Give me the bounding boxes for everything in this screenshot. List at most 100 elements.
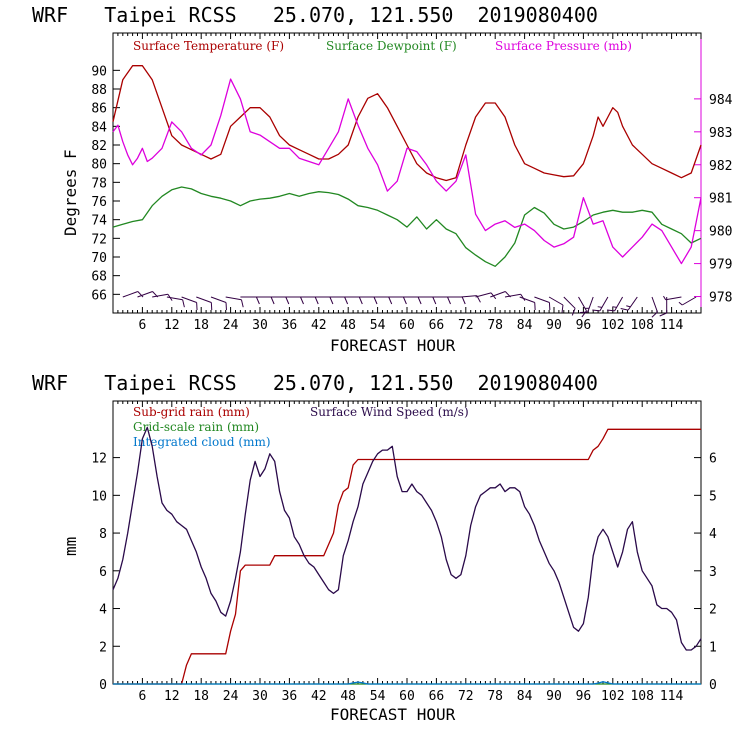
top-x-tick-labels: 6 12 18 24 30 36 42 48 54 60 66 72 78 84 90 96 102 108 114	[138, 318, 683, 333]
series-line-surface-pressure-mb	[112, 78, 702, 265]
wind-barb	[548, 296, 564, 313]
x-tick-label: 96	[576, 689, 592, 704]
bottom-chart-title: WRF Taipei RCSS 25.070, 121.550 20190804…	[32, 371, 598, 395]
wind-barb	[416, 296, 437, 305]
wind-barb	[678, 296, 697, 306]
wind-barb	[313, 296, 334, 305]
wind-barb	[240, 296, 260, 305]
x-tick-label: 36	[282, 318, 298, 333]
x-tick-label: 114	[660, 689, 684, 704]
y2-tick-label: 982	[709, 159, 732, 174]
wind-barb	[534, 296, 551, 311]
y-tick-label: 84	[91, 120, 107, 135]
legend-grid-scale-rain: Grid-scale rain (mm)	[133, 420, 259, 434]
wind-barbs	[122, 291, 697, 318]
x-tick-label: 84	[517, 318, 533, 333]
x-tick-label: 12	[164, 318, 180, 333]
x-tick-label: 36	[282, 689, 298, 704]
x-tick-label: 66	[429, 318, 445, 333]
y2-tick-label: 981	[709, 192, 732, 207]
y-tick-label: 78	[91, 176, 107, 191]
legend-surface-wind-speed: Surface Wind Speed (m/s)	[310, 405, 469, 419]
y-tick-label: 6	[99, 565, 107, 580]
y-tick-label: 74	[91, 214, 107, 229]
legend-integrated-cloud: Integrated cloud (mm)	[133, 435, 271, 449]
x-tick-label: 6	[138, 689, 146, 704]
bottom-y-axis-label: mm	[61, 537, 80, 556]
y-tick-label: 10	[91, 489, 107, 504]
x-tick-label: 72	[458, 318, 474, 333]
legend-sub-grid-rain: Sub-grid rain (mm)	[133, 405, 250, 419]
wind-barb	[372, 296, 393, 305]
top-x-axis-label: FORECAST HOUR	[330, 336, 456, 355]
y2-tick-label: 1	[709, 640, 717, 655]
wind-barb	[122, 291, 144, 298]
bottom-panel: WRF Taipei RCSS 25.070, 121.550 20190804…	[32, 371, 717, 724]
wind-barb	[284, 296, 304, 305]
bottom-right-tick-labels: 0 1 2 3 4 5 6	[709, 452, 717, 693]
y2-tick-label: 979	[709, 258, 732, 273]
wind-barb	[387, 296, 407, 305]
y2-tick-label: 983	[709, 126, 732, 141]
wind-barb	[196, 296, 213, 311]
bottom-left-tick-labels: 0 2 4 6 8 10 12	[91, 452, 107, 693]
bottom-x-tick-labels: 6 12 18 24 30 36 42 48 54 60 66 72 78 84 90 96 102 108 114	[138, 689, 683, 704]
wind-barb	[166, 296, 185, 308]
x-tick-label: 30	[252, 689, 268, 704]
y-tick-label: 70	[91, 251, 107, 266]
wind-barb	[210, 296, 227, 311]
x-tick-label: 90	[546, 689, 562, 704]
wind-barb	[580, 296, 594, 313]
y-tick-label: 68	[91, 270, 107, 285]
x-tick-label: 48	[340, 689, 356, 704]
x-tick-label: 18	[193, 689, 209, 704]
wind-barb	[663, 295, 682, 301]
y-tick-label: 0	[99, 678, 107, 693]
x-tick-label: 108	[630, 318, 653, 333]
x-tick-label: 24	[223, 689, 239, 704]
series-line-integrated-cloud-mm	[113, 681, 701, 685]
x-tick-label: 90	[546, 318, 562, 333]
top-y-axis-label: Degrees F	[61, 149, 80, 236]
legend-surface-dewpoint: Surface Dewpoint (F)	[326, 39, 457, 53]
series-line-surface-temperature-f	[112, 65, 702, 182]
y2-tick-label: 980	[709, 225, 732, 240]
top-series-group	[112, 65, 702, 267]
bottom-x-axis-label: FORECAST HOUR	[330, 705, 456, 724]
wind-barb	[358, 296, 378, 305]
wind-barb	[563, 296, 576, 316]
y2-tick-label: 984	[709, 93, 733, 108]
y-tick-label: 66	[91, 288, 107, 303]
x-tick-label: 78	[487, 689, 503, 704]
y2-tick-label: 4	[709, 527, 717, 542]
legend-surface-pressure: Surface Pressure (mb)	[495, 39, 632, 53]
x-tick-label: 66	[429, 689, 445, 704]
y2-tick-label: 978	[709, 291, 732, 306]
series-line-surface-dewpoint-f	[112, 186, 702, 267]
wind-barb	[225, 296, 244, 308]
x-tick-label: 60	[399, 689, 415, 704]
wind-barb	[402, 296, 422, 305]
y2-tick-label: 2	[709, 603, 717, 618]
wind-barb	[606, 296, 624, 312]
x-tick-label: 30	[252, 318, 268, 333]
x-tick-label: 60	[399, 318, 415, 333]
x-tick-label: 54	[370, 318, 386, 333]
y-tick-label: 72	[91, 232, 107, 247]
x-tick-label: 54	[370, 689, 386, 704]
top-right-tick-labels: 978 979 980 981 982 983 984	[709, 93, 733, 306]
series-line-surface-wind-speed-m-s	[112, 426, 702, 651]
x-tick-label: 84	[517, 689, 533, 704]
wind-barb	[299, 296, 319, 305]
x-tick-label: 24	[223, 318, 239, 333]
wind-barb	[504, 293, 526, 301]
wind-barb	[620, 296, 638, 311]
bottom-series-group	[112, 426, 702, 685]
x-tick-label: 96	[576, 318, 592, 333]
x-tick-label: 108	[630, 689, 653, 704]
wind-barb	[651, 296, 658, 318]
wind-barb	[255, 296, 275, 305]
wind-barb	[592, 296, 609, 312]
wind-barb	[328, 296, 349, 305]
